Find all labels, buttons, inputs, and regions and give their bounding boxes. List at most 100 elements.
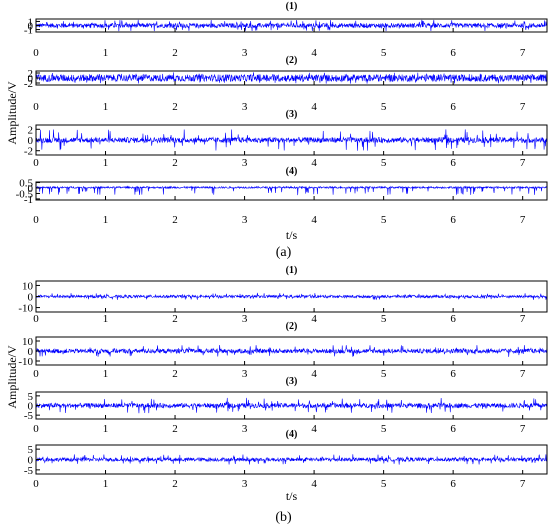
x-tick-label: 4 <box>311 313 317 325</box>
x-tick-label: 6 <box>450 423 456 435</box>
signal-line <box>35 454 548 465</box>
x-tick-label: 5 <box>381 313 387 325</box>
y-tick-label: -10 <box>18 356 33 368</box>
axes-box <box>35 181 548 201</box>
y-tick-label: 1 <box>28 16 34 28</box>
y-tick-label: 0 <box>28 346 34 358</box>
y-tick-label: -5 <box>24 410 34 422</box>
x-tick-label: 6 <box>450 368 456 380</box>
subplot-title: (1) <box>286 1 298 12</box>
x-tick-label: 5 <box>381 214 387 226</box>
panel-label: (a) <box>276 245 292 260</box>
y-tick-label: 5 <box>28 391 34 403</box>
y-tick-label: -1 <box>24 194 33 206</box>
x-tick-label: 2 <box>172 47 178 59</box>
x-tick-label: 1 <box>103 47 109 59</box>
x-tick-label: 6 <box>450 313 456 325</box>
y-tick-label: -2 <box>24 146 33 158</box>
subplot-title: (3) <box>286 109 298 120</box>
y-tick-label: -10 <box>18 303 33 315</box>
x-tick-label: 3 <box>242 157 248 169</box>
x-tick-label: 1 <box>103 423 109 435</box>
x-tick-label: 0 <box>33 423 39 435</box>
x-tick-label: 7 <box>520 368 526 380</box>
x-tick-label: 4 <box>311 478 317 490</box>
y-tick-label: -2 <box>24 78 33 90</box>
signal-line <box>35 72 548 84</box>
y-axis-label: Amplitude/V <box>5 81 19 145</box>
y-tick-label: -0.5 <box>16 188 34 200</box>
x-tick-label: 4 <box>311 368 317 380</box>
x-tick-label: 3 <box>242 47 248 59</box>
x-tick-label: 0 <box>33 478 39 490</box>
y-tick-label: 2 <box>28 124 34 136</box>
subplot-title: (4) <box>286 429 298 440</box>
x-tick-label: 3 <box>242 478 248 490</box>
x-tick-label: 3 <box>242 313 248 325</box>
x-tick-label: 2 <box>172 478 178 490</box>
x-tick-label: 7 <box>520 423 526 435</box>
x-tick-label: 4 <box>311 423 317 435</box>
x-tick-label: 5 <box>381 423 387 435</box>
x-tick-label: 3 <box>242 101 248 113</box>
y-tick-label: 0 <box>28 292 34 304</box>
x-tick-label: 1 <box>103 101 109 113</box>
y-axis-label: Amplitude/V <box>5 345 19 409</box>
subplot-title: (4) <box>286 166 298 177</box>
x-tick-label: 4 <box>311 101 317 113</box>
y-tick-label: 10 <box>22 336 34 348</box>
x-tick-label: 2 <box>172 101 178 113</box>
x-tick-label: 1 <box>103 157 109 169</box>
panel-label: (b) <box>275 510 292 525</box>
x-tick-label: 1 <box>103 313 109 325</box>
x-tick-label: 6 <box>450 478 456 490</box>
x-tick-label: 1 <box>103 368 109 380</box>
x-tick-label: 2 <box>172 368 178 380</box>
x-tick-label: 7 <box>520 101 526 113</box>
y-tick-label: 10 <box>22 280 34 292</box>
signal-line <box>35 129 548 151</box>
signal-line <box>35 185 548 196</box>
x-tick-label: 2 <box>172 157 178 169</box>
x-tick-label: 0 <box>33 47 39 59</box>
subplot-title: (2) <box>286 55 298 66</box>
x-tick-label: 2 <box>172 313 178 325</box>
x-tick-label: 5 <box>381 478 387 490</box>
x-tick-label: 6 <box>450 47 456 59</box>
x-tick-label: 3 <box>242 368 248 380</box>
x-tick-label: 5 <box>381 47 387 59</box>
x-tick-label: 5 <box>381 157 387 169</box>
x-tick-label: 4 <box>311 157 317 169</box>
x-tick-label: 2 <box>172 423 178 435</box>
x-tick-label: 5 <box>381 101 387 113</box>
x-tick-label: 0 <box>33 214 39 226</box>
signal-line <box>35 345 548 357</box>
x-tick-label: 0 <box>33 313 39 325</box>
signal-line <box>35 19 548 32</box>
signal-line <box>35 292 548 301</box>
y-tick-label: 0.5 <box>19 178 33 190</box>
y-tick-label: 0 <box>28 21 34 33</box>
x-tick-label: 7 <box>520 214 526 226</box>
y-tick-label: 5 <box>28 444 34 456</box>
y-tick-label: -5 <box>24 465 34 477</box>
y-tick-label: 0 <box>28 73 34 85</box>
y-tick-label: -1 <box>24 25 33 37</box>
x-tick-label: 7 <box>520 47 526 59</box>
y-tick-label: 2 <box>28 68 34 80</box>
x-tick-label: 4 <box>311 47 317 59</box>
x-tick-label: 5 <box>381 368 387 380</box>
x-tick-label: 6 <box>450 101 456 113</box>
x-tick-label: 3 <box>242 423 248 435</box>
x-tick-label: 0 <box>33 101 39 113</box>
x-axis-label: t/s <box>286 228 298 242</box>
x-tick-label: 2 <box>172 214 178 226</box>
y-tick-label: 0 <box>28 135 34 147</box>
signal-line <box>35 397 548 414</box>
y-tick-label: 0 <box>28 401 34 413</box>
x-tick-label: 4 <box>311 214 317 226</box>
y-tick-label: 0 <box>28 455 34 467</box>
subplot-title: (3) <box>286 376 298 387</box>
x-tick-label: 6 <box>450 214 456 226</box>
